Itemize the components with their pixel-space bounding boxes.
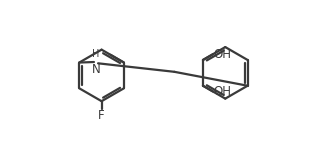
Text: OH: OH: [214, 85, 232, 98]
Text: F: F: [98, 110, 105, 122]
Text: H: H: [92, 49, 100, 59]
Text: OH: OH: [214, 48, 232, 61]
Text: N: N: [92, 63, 100, 76]
